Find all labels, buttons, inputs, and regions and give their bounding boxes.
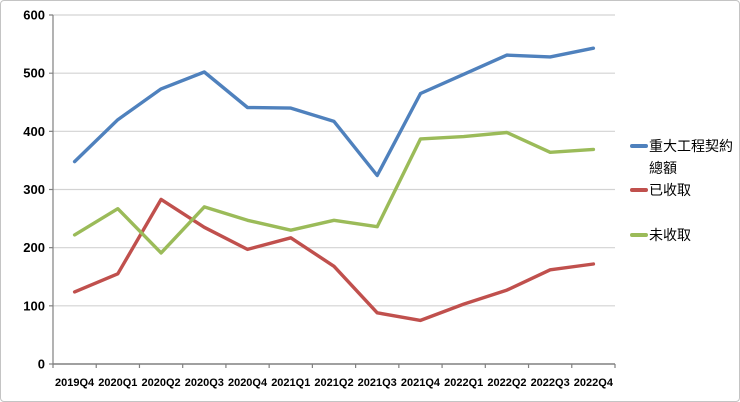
x-axis-category-label: 2020Q3 bbox=[185, 377, 224, 389]
x-axis-category-label: 2019Q4 bbox=[55, 377, 95, 389]
x-axis-category-label: 2021Q2 bbox=[314, 377, 353, 389]
legend-line-swatch bbox=[630, 233, 648, 237]
x-axis-category-label: 2022Q1 bbox=[444, 377, 483, 389]
legend-label: 已收取 bbox=[649, 179, 691, 201]
legend-line-swatch bbox=[630, 144, 648, 148]
legend-label: 重大工程契約 總額 bbox=[649, 135, 733, 179]
x-axis-category-label: 2020Q2 bbox=[141, 377, 180, 389]
y-axis-tick-label: 600 bbox=[23, 8, 45, 23]
x-axis-category-label: 2021Q1 bbox=[271, 377, 310, 389]
x-axis-category-label: 2022Q2 bbox=[487, 377, 526, 389]
y-axis-tick-label: 400 bbox=[23, 124, 45, 139]
y-axis-tick-label: 200 bbox=[23, 240, 45, 255]
y-axis-tick-label: 0 bbox=[38, 357, 45, 372]
legend-label-line: 總額 bbox=[649, 160, 677, 176]
legend-item-已收取[interactable]: 已收取 bbox=[630, 179, 733, 201]
x-axis-category-label: 2022Q4 bbox=[574, 377, 614, 389]
x-axis-category-label: 2021Q3 bbox=[358, 377, 397, 389]
legend-label-line: 已收取 bbox=[649, 182, 691, 198]
x-axis-category-label: 2021Q4 bbox=[401, 377, 441, 389]
y-axis-tick-label: 500 bbox=[23, 66, 45, 81]
legend-item-重大工程契約總額[interactable]: 重大工程契約 總額 bbox=[630, 135, 733, 179]
y-axis-tick-label: 300 bbox=[23, 182, 45, 197]
legend-line-swatch bbox=[630, 188, 648, 192]
legend-label-line: 重大工程契約 bbox=[649, 138, 733, 154]
series-line-已收取[interactable] bbox=[72, 197, 596, 323]
legend-item-未收取[interactable]: 未收取 bbox=[630, 224, 733, 246]
series-line-未收取[interactable] bbox=[72, 130, 596, 255]
legend-label-line: 未收取 bbox=[649, 227, 691, 243]
x-axis-category-label: 2020Q4 bbox=[228, 377, 268, 389]
series-line-重大工程契約總額[interactable] bbox=[72, 46, 596, 178]
y-axis-tick-label: 100 bbox=[23, 298, 45, 313]
x-axis-category-label: 2022Q3 bbox=[531, 377, 570, 389]
legend-label: 未收取 bbox=[649, 224, 691, 246]
x-axis-category-label: 2020Q1 bbox=[98, 377, 137, 389]
chart-legend: 重大工程契約 總額已收取未收取 bbox=[630, 135, 733, 246]
